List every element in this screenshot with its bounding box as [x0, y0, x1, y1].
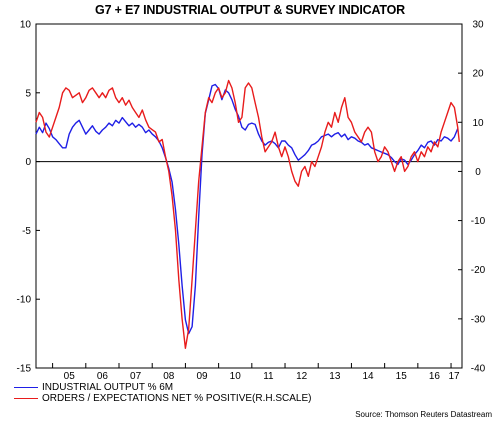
legend-label-orders-expectations: ORDERS / EXPECTATIONS NET % POSITIVE(R.H…: [42, 393, 312, 404]
x-tick-label: 08: [163, 371, 175, 382]
right-tick-label: 0: [475, 167, 481, 178]
orders-expectations-line: [35, 79, 460, 349]
source-note: Source: Thomson Reuters Datastream: [355, 410, 492, 419]
left-tick-label: -15: [17, 364, 32, 375]
left-axis: 10 5 0 -5 -10 -15: [17, 20, 40, 375]
x-tick-label: 13: [329, 371, 341, 382]
x-tick-label: 15: [396, 371, 408, 382]
x-axis: 05 06 07 08 09 10 11 12 13 14 15 16 17: [52, 363, 460, 382]
right-tick-label: 20: [472, 69, 484, 80]
x-tick-label: 16: [429, 371, 441, 382]
right-tick-label: -20: [471, 265, 486, 276]
left-tick-label: 10: [20, 20, 32, 31]
x-tick-label: 11: [263, 371, 274, 382]
right-tick-label: -10: [471, 216, 486, 227]
right-tick-label: -30: [471, 314, 486, 325]
x-tick-label: 14: [362, 371, 374, 382]
legend-swatch-orders-expectations: [14, 398, 38, 399]
x-tick-label: 06: [97, 371, 109, 382]
legend-item-orders-expectations: ORDERS / EXPECTATIONS NET % POSITIVE(R.H…: [14, 393, 312, 404]
right-tick-label: 30: [472, 20, 484, 31]
x-tick-label: 10: [230, 371, 242, 382]
left-tick-label: 0: [25, 157, 31, 168]
plot-frame: [35, 23, 463, 369]
x-tick-label: 05: [64, 371, 76, 382]
right-tick-label: 10: [472, 118, 484, 129]
legend-item-industrial-output: INDUSTRIAL OUTPUT % 6M: [14, 382, 312, 393]
industrial-output-line: [35, 83, 459, 335]
left-tick-label: -10: [17, 295, 32, 306]
x-tick-label: 17: [448, 371, 460, 382]
legend-swatch-industrial-output: [14, 387, 38, 388]
series-layer: [35, 79, 460, 349]
right-axis: 30 20 10 0 -10 -20 -30 -40: [458, 20, 486, 375]
right-tick-label: -40: [471, 364, 486, 375]
x-tick-label: 12: [296, 371, 308, 382]
left-tick-label: -5: [22, 226, 31, 237]
legend-label-industrial-output: INDUSTRIAL OUTPUT % 6M: [42, 382, 174, 393]
legend: INDUSTRIAL OUTPUT % 6M ORDERS / EXPECTAT…: [14, 382, 312, 404]
chart-title: G7 + E7 INDUSTRIAL OUTPUT & SURVEY INDIC…: [95, 3, 405, 17]
left-tick-label: 5: [25, 88, 31, 99]
x-tick-label: 09: [196, 371, 208, 382]
x-tick-label: 07: [130, 371, 142, 382]
